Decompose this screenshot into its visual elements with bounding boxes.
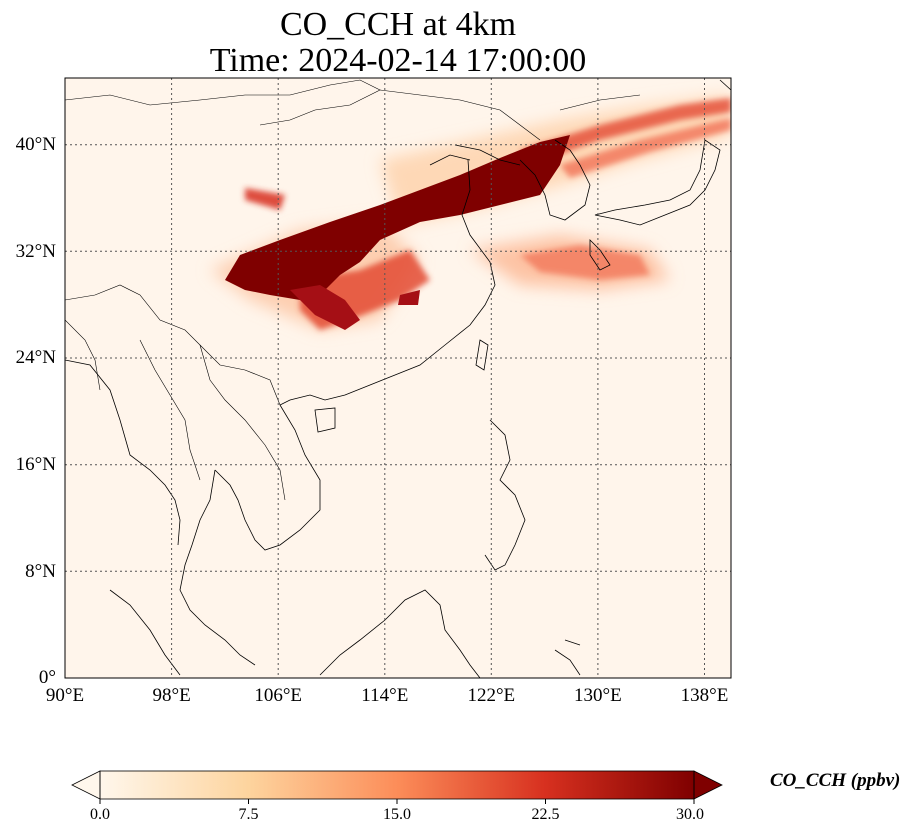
lat-tick-label: 32°N [15,241,56,262]
border-thailand [139,339,201,481]
coast-bohai [429,144,521,166]
coast-japan [594,139,721,226]
coast-hainan [314,407,336,433]
map-frame [64,77,732,679]
lat-tick-label: 8°N [25,561,56,582]
colorbar-label: CO_CCH (ppbv) [770,770,901,791]
colorbar-tick-label: 22.5 [531,806,560,823]
coast-myanmar [65,359,181,546]
colorbar-tick-label: 0.0 [90,806,110,823]
plume-streak-4 [245,188,285,210]
lat-tick-label: 40°N [15,134,56,155]
lon-tick-label: 130°E [574,685,622,706]
lat-tick-label: 0° [38,667,56,688]
plume-core [225,135,570,300]
chart-title-line1: CO_CCH at 4km [279,6,517,43]
coastlines [65,79,731,678]
colorbar-extend-min [71,770,101,800]
lat-tick-label: 16°N [15,454,56,475]
coast-philippines [484,419,526,571]
border-laos-vietnam [199,344,286,501]
coast-sumatra-north [109,589,181,676]
border-myanmar-india [65,319,101,391]
lon-tick-label: 122°E [467,685,516,706]
coast-indochina [214,404,321,551]
coast-china-east [279,159,496,406]
plume-core-lobe [290,285,360,330]
colorbar-extend-max [693,770,723,800]
gridlines [65,78,731,678]
lon-tick-label: 98°E [152,685,191,706]
coast-borneo [319,589,481,678]
border-china-south [65,284,281,406]
concentration-plume [210,95,731,330]
lon-tick-label: 106°E [254,685,303,706]
coast-taiwan [475,339,489,371]
colorbar [71,770,723,804]
borders [65,79,641,501]
lon-tick-label: 138°E [680,685,729,706]
border-russia [379,89,641,141]
colorbar-tick-label: 7.5 [238,806,259,823]
plume-streak-3 [520,245,650,280]
colorbar-tick-label: 30.0 [676,806,704,823]
plume-core-lobe-2 [398,290,420,305]
lat-tick-label: 24°N [15,347,56,368]
coast-sulawesi [554,639,581,676]
coast-gulf-thailand [179,469,256,666]
colorbar-tick-label: 15.0 [383,806,411,823]
plume-streak-2 [560,118,731,178]
lon-tick-label: 90°E [45,685,85,706]
plume-streak-1 [520,98,731,165]
lon-tick-label: 114°E [361,685,409,706]
chart-title-line2: Time: 2024-02-14 17:00:00 [209,42,587,79]
coast-korea [519,139,591,221]
coast-hokkaido [719,79,731,91]
border-mongolia [65,79,381,126]
colorbar-gradient [100,771,694,799]
